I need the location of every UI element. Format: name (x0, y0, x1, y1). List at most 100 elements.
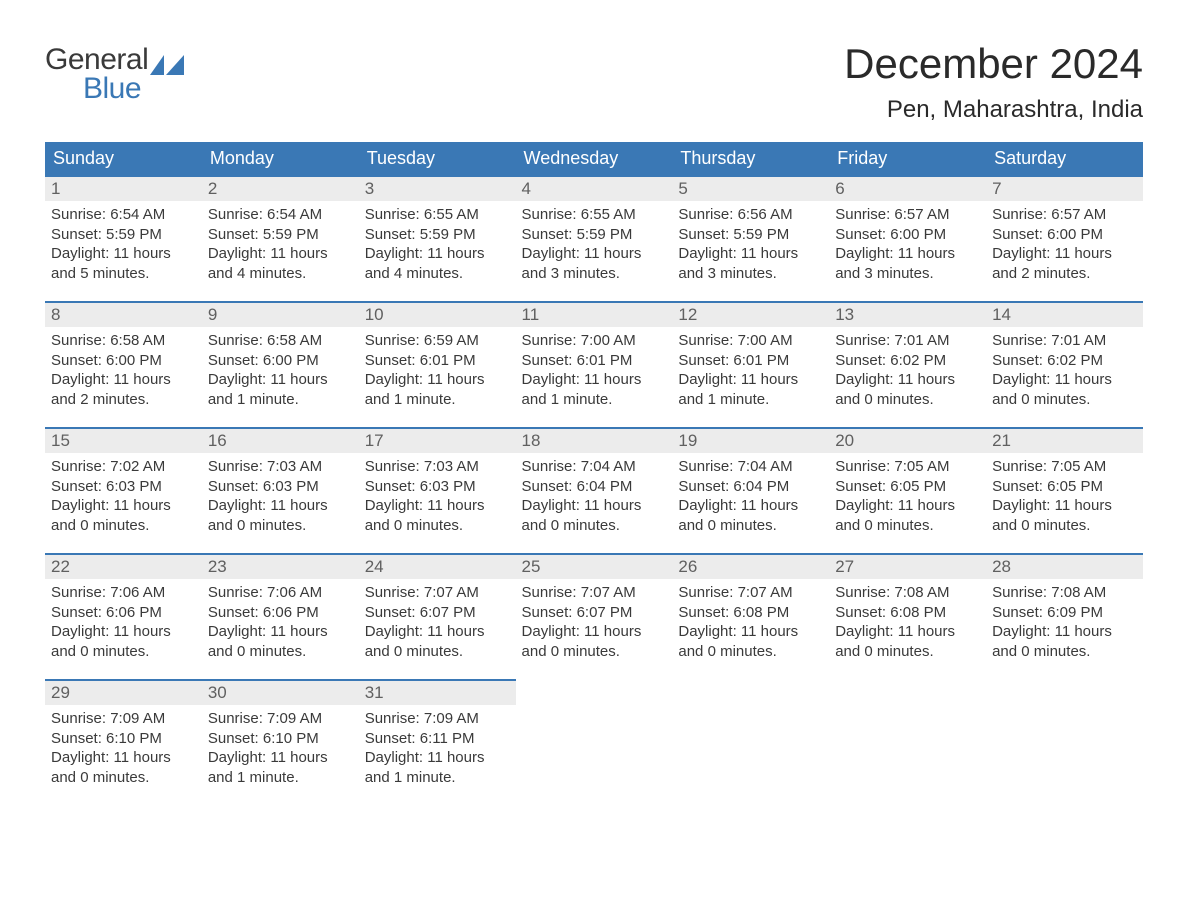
sunrise-line: Sunrise: 7:01 AM (835, 331, 980, 351)
calendar-cell: 4Sunrise: 6:55 AMSunset: 5:59 PMDaylight… (516, 175, 673, 301)
location-subtitle: Pen, Maharashtra, India (844, 96, 1143, 124)
calendar-cell: 1Sunrise: 6:54 AMSunset: 5:59 PMDaylight… (45, 175, 202, 301)
daylight-line: Daylight: 11 hours and 0 minutes. (522, 496, 667, 535)
calendar-cell: 22Sunrise: 7:06 AMSunset: 6:06 PMDayligh… (45, 553, 202, 679)
day-number: 13 (829, 301, 986, 327)
day-details: Sunrise: 6:58 AMSunset: 6:00 PMDaylight:… (45, 327, 202, 415)
day-details: Sunrise: 7:07 AMSunset: 6:08 PMDaylight:… (672, 579, 829, 667)
day-number: 3 (359, 175, 516, 201)
sunset-line: Sunset: 6:06 PM (208, 603, 353, 623)
daylight-line: Daylight: 11 hours and 0 minutes. (992, 370, 1137, 409)
calendar-cell: 19Sunrise: 7:04 AMSunset: 6:04 PMDayligh… (672, 427, 829, 553)
day-number: 23 (202, 553, 359, 579)
calendar-cell: 5Sunrise: 6:56 AMSunset: 5:59 PMDaylight… (672, 175, 829, 301)
sunrise-line: Sunrise: 6:58 AM (51, 331, 196, 351)
calendar-cell: 24Sunrise: 7:07 AMSunset: 6:07 PMDayligh… (359, 553, 516, 679)
sunset-line: Sunset: 6:04 PM (678, 477, 823, 497)
page-title: December 2024 (844, 40, 1143, 88)
day-number: 19 (672, 427, 829, 453)
calendar-cell: 8Sunrise: 6:58 AMSunset: 6:00 PMDaylight… (45, 301, 202, 427)
sunset-line: Sunset: 6:02 PM (992, 351, 1137, 371)
sunset-line: Sunset: 6:00 PM (992, 225, 1137, 245)
sunrise-line: Sunrise: 6:59 AM (365, 331, 510, 351)
sunrise-line: Sunrise: 7:03 AM (365, 457, 510, 477)
calendar-cell (672, 679, 829, 805)
day-details: Sunrise: 7:01 AMSunset: 6:02 PMDaylight:… (829, 327, 986, 415)
sunrise-line: Sunrise: 6:57 AM (835, 205, 980, 225)
day-number: 18 (516, 427, 673, 453)
day-number: 9 (202, 301, 359, 327)
daylight-line: Daylight: 11 hours and 2 minutes. (992, 244, 1137, 283)
sunset-line: Sunset: 6:07 PM (522, 603, 667, 623)
logo-text-blue: Blue (45, 75, 184, 104)
sunset-line: Sunset: 6:05 PM (835, 477, 980, 497)
sunrise-line: Sunrise: 6:58 AM (208, 331, 353, 351)
day-number: 21 (986, 427, 1143, 453)
calendar-cell: 13Sunrise: 7:01 AMSunset: 6:02 PMDayligh… (829, 301, 986, 427)
day-number: 10 (359, 301, 516, 327)
day-number: 1 (45, 175, 202, 201)
calendar-cell: 23Sunrise: 7:06 AMSunset: 6:06 PMDayligh… (202, 553, 359, 679)
daylight-line: Daylight: 11 hours and 1 minute. (208, 748, 353, 787)
sunset-line: Sunset: 6:01 PM (678, 351, 823, 371)
day-details: Sunrise: 6:54 AMSunset: 5:59 PMDaylight:… (202, 201, 359, 289)
sunset-line: Sunset: 6:10 PM (51, 729, 196, 749)
daylight-line: Daylight: 11 hours and 0 minutes. (835, 622, 980, 661)
sunset-line: Sunset: 6:04 PM (522, 477, 667, 497)
col-tuesday: Tuesday (359, 142, 516, 175)
logo: General Blue (45, 40, 184, 103)
day-details: Sunrise: 7:03 AMSunset: 6:03 PMDaylight:… (359, 453, 516, 541)
daylight-line: Daylight: 11 hours and 0 minutes. (365, 496, 510, 535)
calendar-cell (829, 679, 986, 805)
daylight-line: Daylight: 11 hours and 0 minutes. (522, 622, 667, 661)
daylight-line: Daylight: 11 hours and 3 minutes. (678, 244, 823, 283)
day-number: 7 (986, 175, 1143, 201)
daylight-line: Daylight: 11 hours and 0 minutes. (365, 622, 510, 661)
calendar-row: 29Sunrise: 7:09 AMSunset: 6:10 PMDayligh… (45, 679, 1143, 805)
calendar-cell: 7Sunrise: 6:57 AMSunset: 6:00 PMDaylight… (986, 175, 1143, 301)
col-saturday: Saturday (986, 142, 1143, 175)
day-details: Sunrise: 7:00 AMSunset: 6:01 PMDaylight:… (516, 327, 673, 415)
daylight-line: Daylight: 11 hours and 0 minutes. (51, 622, 196, 661)
day-details: Sunrise: 6:59 AMSunset: 6:01 PMDaylight:… (359, 327, 516, 415)
day-number: 2 (202, 175, 359, 201)
day-details: Sunrise: 6:55 AMSunset: 5:59 PMDaylight:… (359, 201, 516, 289)
daylight-line: Daylight: 11 hours and 0 minutes. (51, 496, 196, 535)
sunrise-line: Sunrise: 7:09 AM (208, 709, 353, 729)
calendar-cell (516, 679, 673, 805)
calendar-cell: 29Sunrise: 7:09 AMSunset: 6:10 PMDayligh… (45, 679, 202, 805)
day-details: Sunrise: 7:09 AMSunset: 6:10 PMDaylight:… (45, 705, 202, 793)
day-number: 31 (359, 679, 516, 705)
calendar-row: 1Sunrise: 6:54 AMSunset: 5:59 PMDaylight… (45, 175, 1143, 301)
col-monday: Monday (202, 142, 359, 175)
sunrise-line: Sunrise: 7:09 AM (51, 709, 196, 729)
daylight-line: Daylight: 11 hours and 0 minutes. (208, 496, 353, 535)
calendar-cell: 11Sunrise: 7:00 AMSunset: 6:01 PMDayligh… (516, 301, 673, 427)
calendar-cell: 28Sunrise: 7:08 AMSunset: 6:09 PMDayligh… (986, 553, 1143, 679)
day-details: Sunrise: 6:56 AMSunset: 5:59 PMDaylight:… (672, 201, 829, 289)
sunset-line: Sunset: 5:59 PM (208, 225, 353, 245)
daylight-line: Daylight: 11 hours and 0 minutes. (835, 496, 980, 535)
calendar-cell: 16Sunrise: 7:03 AMSunset: 6:03 PMDayligh… (202, 427, 359, 553)
col-wednesday: Wednesday (516, 142, 673, 175)
calendar-row: 15Sunrise: 7:02 AMSunset: 6:03 PMDayligh… (45, 427, 1143, 553)
daylight-line: Daylight: 11 hours and 3 minutes. (522, 244, 667, 283)
day-number: 17 (359, 427, 516, 453)
day-details: Sunrise: 7:08 AMSunset: 6:09 PMDaylight:… (986, 579, 1143, 667)
sunrise-line: Sunrise: 6:54 AM (51, 205, 196, 225)
day-details: Sunrise: 6:54 AMSunset: 5:59 PMDaylight:… (45, 201, 202, 289)
daylight-line: Daylight: 11 hours and 1 minute. (365, 748, 510, 787)
sunset-line: Sunset: 6:10 PM (208, 729, 353, 749)
sunrise-line: Sunrise: 7:00 AM (522, 331, 667, 351)
logo-flag-icon (150, 55, 184, 75)
day-details: Sunrise: 6:57 AMSunset: 6:00 PMDaylight:… (986, 201, 1143, 289)
sunrise-line: Sunrise: 6:54 AM (208, 205, 353, 225)
sunrise-line: Sunrise: 7:06 AM (51, 583, 196, 603)
daylight-line: Daylight: 11 hours and 0 minutes. (678, 622, 823, 661)
daylight-line: Daylight: 11 hours and 0 minutes. (51, 748, 196, 787)
day-number: 26 (672, 553, 829, 579)
day-details: Sunrise: 7:07 AMSunset: 6:07 PMDaylight:… (516, 579, 673, 667)
day-details: Sunrise: 7:06 AMSunset: 6:06 PMDaylight:… (202, 579, 359, 667)
calendar-cell: 9Sunrise: 6:58 AMSunset: 6:00 PMDaylight… (202, 301, 359, 427)
sunset-line: Sunset: 6:09 PM (992, 603, 1137, 623)
